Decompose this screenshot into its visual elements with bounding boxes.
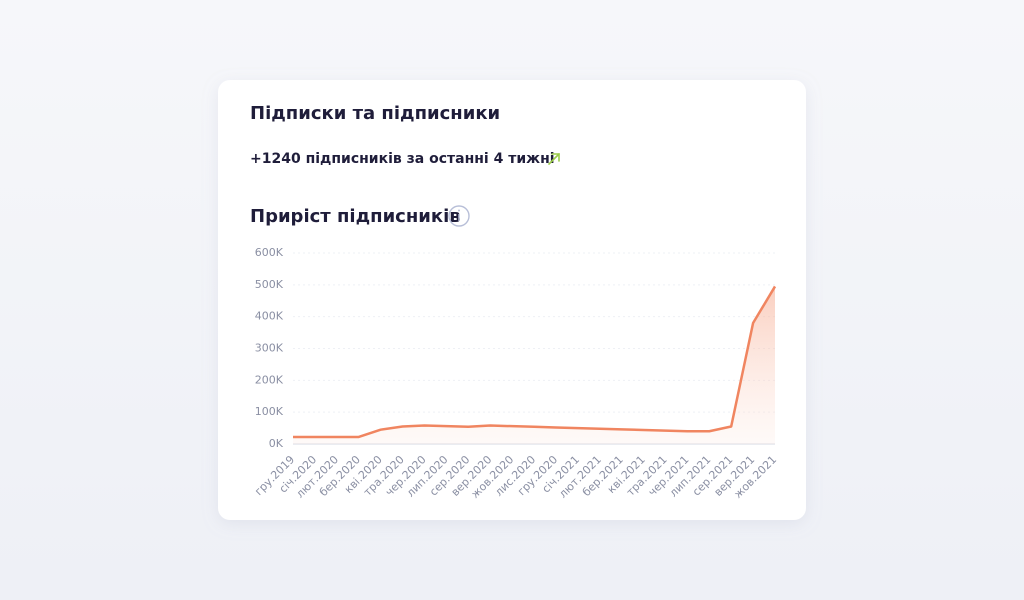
section-title: Приріст підписників bbox=[250, 206, 461, 227]
y-tick-label: 0K bbox=[269, 437, 284, 450]
y-tick-label: 100K bbox=[255, 405, 284, 418]
y-tick-label: 200K bbox=[255, 373, 284, 386]
trend-arrow bbox=[548, 153, 560, 165]
y-tick-label: 600K bbox=[255, 246, 284, 259]
info-icon[interactable] bbox=[448, 205, 470, 227]
y-tick-label: 300K bbox=[255, 342, 284, 355]
y-tick-label: 400K bbox=[255, 310, 284, 323]
summary: +1240 підписників за останні 4 тижні bbox=[250, 151, 555, 167]
card bbox=[218, 80, 806, 520]
y-tick-label: 500K bbox=[255, 278, 284, 291]
card-title: Підписки та підписники bbox=[250, 103, 500, 124]
line bbox=[293, 285, 777, 439]
